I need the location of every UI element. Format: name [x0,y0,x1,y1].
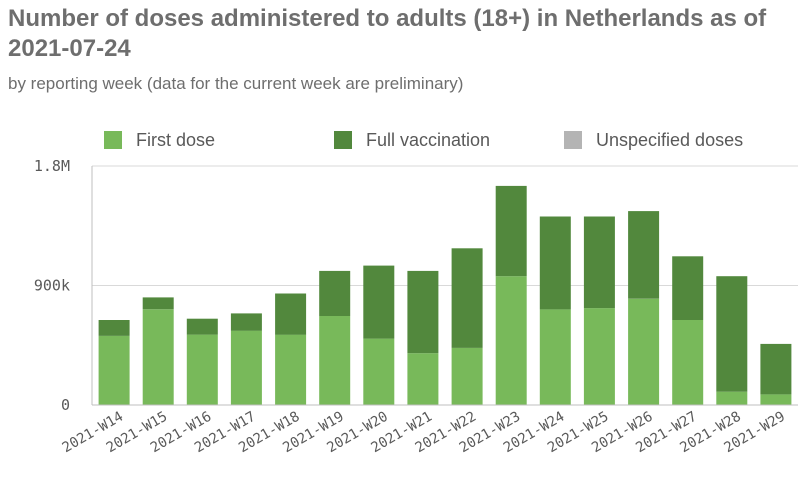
bar-full-vaccination-2021-w20[interactable] [363,265,395,339]
bar-full-vaccination-2021-w19[interactable] [319,270,351,316]
axes [91,166,798,406]
bar-first-dose-2021-w16[interactable] [186,334,218,405]
bar-full-vaccination-2021-w18[interactable] [275,293,307,335]
legend: First dose Full vaccination Unspecified … [104,128,794,152]
legend-item-first-dose[interactable]: First dose [104,128,215,152]
legend-swatch-full-vaccination [334,131,352,149]
bar-full-vaccination-2021-w23[interactable] [495,185,527,277]
bars [98,185,792,405]
legend-label-full-vaccination: Full vaccination [366,129,491,150]
y-tick-label: 0 [61,396,70,414]
bar-full-vaccination-2021-w16[interactable] [186,318,218,335]
bar-first-dose-2021-w17[interactable] [230,330,262,405]
bar-first-dose-2021-w14[interactable] [98,336,130,405]
legend-label-first-dose: First dose [136,129,216,150]
bar-first-dose-2021-w21[interactable] [407,353,439,405]
bar-first-dose-2021-w26[interactable] [628,298,660,405]
bar-full-vaccination-2021-w28[interactable] [716,276,748,392]
bar-full-vaccination-2021-w21[interactable] [407,270,439,354]
y-axis-tick-labels: 0 900k 1.8M [34,157,70,414]
bar-first-dose-2021-w25[interactable] [583,308,615,405]
bar-first-dose-2021-w15[interactable] [142,309,174,405]
y-tick-label: 1.8M [34,157,70,175]
bar-full-vaccination-2021-w25[interactable] [583,216,615,309]
legend-item-full-vaccination[interactable]: Full vaccination [334,128,490,152]
chart-subtitle: by reporting week (data for the current … [8,74,464,93]
bar-full-vaccination-2021-w15[interactable] [142,297,174,310]
bar-full-vaccination-2021-w24[interactable] [539,216,571,310]
bar-full-vaccination-2021-w14[interactable] [98,320,130,336]
legend-item-unspecified-doses[interactable]: Unspecified doses [564,128,743,152]
bar-full-vaccination-2021-w26[interactable] [628,211,660,299]
x-axis-tick-labels: 2021-W142021-W152021-W162021-W172021-W18… [60,409,788,457]
legend-swatch-first-dose [104,131,122,149]
chart-title: Number of doses administered to adults (… [8,5,767,62]
bar-first-dose-2021-w19[interactable] [319,316,351,405]
bar-first-dose-2021-w22[interactable] [451,347,483,405]
legend-label-unspecified-doses: Unspecified doses [596,129,744,150]
bar-full-vaccination-2021-w29[interactable] [760,343,792,395]
bar-first-dose-2021-w27[interactable] [672,320,704,405]
bar-first-dose-2021-w20[interactable] [363,338,395,405]
bar-full-vaccination-2021-w22[interactable] [451,248,483,348]
bar-first-dose-2021-w23[interactable] [495,276,527,405]
legend-swatch-unspecified-doses [564,131,582,149]
bar-first-dose-2021-w18[interactable] [275,334,307,405]
bar-first-dose-2021-w28[interactable] [716,391,748,405]
bar-first-dose-2021-w29[interactable] [760,394,792,405]
y-tick-label: 900k [34,277,70,295]
bar-full-vaccination-2021-w27[interactable] [672,256,704,320]
bar-full-vaccination-2021-w17[interactable] [230,313,262,331]
bar-first-dose-2021-w24[interactable] [539,309,571,405]
